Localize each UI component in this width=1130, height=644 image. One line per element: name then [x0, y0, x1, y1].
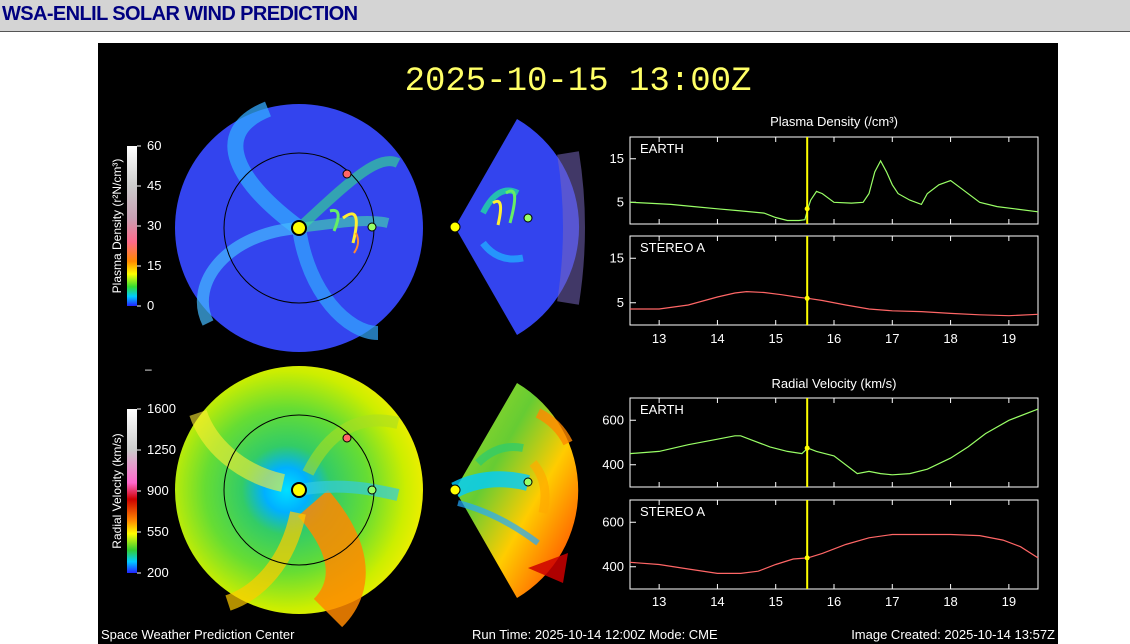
earth-marker [367, 222, 377, 232]
density-colorbar-tick-label: 30 [147, 218, 161, 233]
velocity-colorbar-tick-label: 200 [147, 565, 169, 580]
x-tick-label: 19 [1002, 331, 1016, 346]
series-line [630, 290, 1039, 317]
chart-title: Plasma Density (/cm³) [770, 114, 898, 129]
y-tick-label: 5 [617, 295, 624, 310]
x-tick-label: 17 [885, 594, 899, 609]
series-line [629, 159, 1039, 222]
velocity-sun-marker [291, 482, 307, 498]
x-tick-label: 14 [710, 594, 724, 609]
velocity-wedge-observer-marker [523, 477, 533, 487]
series-label: STEREO A [640, 240, 705, 255]
separator-mark: – [145, 362, 152, 376]
wedge-observer-marker [523, 213, 533, 223]
velocity-wedge [449, 383, 579, 598]
velocity-earth-marker [367, 485, 377, 495]
density-colorbar: 60 45 30 15 0 Plasma Density (r²N/cm³) [110, 138, 161, 313]
current-value-marker [804, 206, 810, 212]
current-value-marker [804, 555, 810, 561]
footer-right: Image Created: 2025-10-14 13:57Z [851, 627, 1055, 642]
x-tick-label: 15 [768, 594, 782, 609]
y-tick-label: 600 [602, 514, 624, 529]
series-label: EARTH [640, 141, 684, 156]
y-tick-label: 15 [610, 151, 624, 166]
velocity-colorbar-label: Radial Velocity (km/s) [110, 433, 124, 548]
x-tick-label: 18 [943, 594, 957, 609]
density-colorbar-tick-label: 45 [147, 178, 161, 193]
chart-panel: EARTH 400 600 [602, 397, 1039, 488]
velocity-wedge-sun-marker [449, 484, 461, 496]
x-tick-label: 13 [652, 594, 666, 609]
current-value-marker [804, 295, 810, 301]
x-tick-label: 15 [768, 331, 782, 346]
chart-panel: STEREO A 400 600 [602, 499, 1039, 590]
footer-center: Run Time: 2025-10-14 12:00Z Mode: CME [472, 627, 718, 642]
wedge-sun-marker [449, 221, 461, 233]
series-label: EARTH [640, 402, 684, 417]
x-tick-label: 13 [652, 331, 666, 346]
enlil-figure: 2025-10-15 13:00Z [98, 43, 1058, 644]
y-tick-label: 400 [602, 457, 624, 472]
density-colorbar-tick-label: 60 [147, 138, 161, 153]
chart-0: Plasma Density (/cm³) EARTH 5 15 STEREO A 5 15… [610, 114, 1039, 346]
x-tick-label: 16 [827, 331, 841, 346]
density-wedge [449, 119, 585, 335]
velocity-disk [175, 366, 423, 628]
panel-frame [629, 136, 1039, 225]
velocity-colorbar-tick-label: 900 [147, 483, 169, 498]
x-tick-label: 18 [943, 331, 957, 346]
chart-panel: STEREO A 5 15 [610, 235, 1039, 326]
figure-canvas: 2025-10-15 13:00Z [101, 63, 1055, 642]
velocity-colorbar-tick-label: 1600 [147, 401, 176, 416]
density-disk [175, 101, 423, 352]
timestamp: 2025-10-15 13:00Z [405, 63, 752, 101]
y-tick-label: 400 [602, 559, 624, 574]
chart-title: Radial Velocity (km/s) [772, 376, 897, 391]
panel-frame [629, 397, 1039, 488]
time-series-charts: Plasma Density (/cm³) EARTH 5 15 STEREO A 5 15… [602, 114, 1039, 609]
density-colorbar-label: Plasma Density (r²N/cm³) [110, 159, 124, 294]
y-tick-label: 15 [610, 250, 624, 265]
velocity-colorbar: 1600 1250 900 550 200 Radial Velocity (km/s) [110, 401, 176, 580]
series-line [629, 533, 1039, 575]
velocity-stereo-a-marker [342, 433, 352, 443]
chart-1: Radial Velocity (km/s)EARTH400600STEREO … [602, 376, 1039, 609]
velocity-colorbar-tick-label: 1250 [147, 442, 176, 457]
stereo-a-marker [342, 169, 352, 179]
footer-left: Space Weather Prediction Center [101, 627, 295, 642]
x-tick-label: 16 [827, 594, 841, 609]
y-tick-label: 5 [617, 194, 624, 209]
velocity-colorbar-tick-label: 550 [147, 524, 169, 539]
current-value-marker [804, 445, 810, 451]
x-tick-label: 14 [710, 331, 724, 346]
density-colorbar-tick-label: 15 [147, 258, 161, 273]
page-header: WSA-ENLIL SOLAR WIND PREDICTION [0, 0, 1130, 32]
chart-panel: EARTH 5 15 [610, 136, 1039, 225]
sun-marker [291, 220, 307, 236]
page-title: WSA-ENLIL SOLAR WIND PREDICTION [2, 3, 358, 25]
x-tick-label: 19 [1002, 594, 1016, 609]
series-line [629, 408, 1039, 476]
density-colorbar-tick-label: 0 [147, 298, 154, 313]
x-tick-label: 17 [885, 331, 899, 346]
series-label: STEREO A [640, 504, 705, 519]
y-tick-label: 600 [602, 412, 624, 427]
